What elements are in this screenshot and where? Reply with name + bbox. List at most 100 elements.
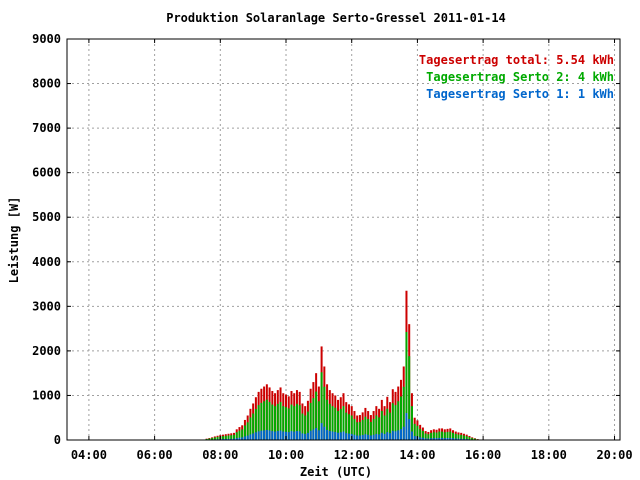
bar-serto2 — [462, 435, 465, 440]
bar-serto2 — [339, 409, 342, 440]
bar-serto2 — [471, 438, 474, 440]
bar-serto2 — [408, 356, 411, 440]
bar-serto2 — [290, 404, 293, 440]
bar-serto2 — [353, 419, 356, 440]
bar-serto2 — [413, 423, 416, 440]
bar-serto1 — [312, 429, 315, 440]
legend-serto2: Tagesertrag Serto 2: 4 kWh — [426, 70, 614, 84]
bar-serto2 — [265, 399, 268, 440]
bar-serto2 — [356, 422, 359, 440]
bar-serto2 — [238, 430, 241, 440]
y-tick-label: 1000 — [32, 388, 61, 402]
bar-serto2 — [241, 429, 244, 440]
y-tick-label: 3000 — [32, 299, 61, 313]
y-tick-label: 7000 — [32, 121, 61, 135]
bar-serto2 — [358, 421, 361, 440]
bar-serto2 — [320, 372, 323, 440]
bar-serto2 — [235, 432, 238, 440]
bar-serto1 — [424, 438, 427, 440]
bar-serto2 — [345, 412, 348, 440]
bar-serto2 — [287, 408, 290, 440]
bar-serto1 — [460, 438, 463, 440]
bar-serto1 — [276, 430, 279, 440]
bar-serto2 — [405, 331, 408, 440]
bar-serto2 — [227, 435, 230, 440]
y-axis-label: Leistung [W] — [7, 197, 21, 284]
bar-serto1 — [378, 434, 381, 440]
bar-serto2 — [304, 415, 307, 440]
bar-serto2 — [391, 403, 394, 440]
bar-serto1 — [227, 438, 230, 440]
bar-serto1 — [334, 431, 337, 440]
grid-layer — [67, 39, 620, 440]
bar-serto1 — [232, 438, 235, 440]
bar-serto1 — [449, 437, 452, 440]
bar-serto2 — [211, 438, 214, 440]
bar-serto2 — [285, 407, 288, 440]
bar-serto1 — [419, 437, 422, 440]
bar-serto2 — [309, 402, 312, 440]
bar-serto1 — [410, 431, 413, 440]
bar-serto1 — [224, 438, 227, 440]
bar-serto2 — [369, 421, 372, 440]
bar-serto1 — [326, 429, 329, 440]
bar-serto1 — [337, 432, 340, 440]
x-tick-label: 16:00 — [465, 448, 501, 462]
bar-serto1 — [375, 433, 378, 440]
bar-serto2 — [232, 434, 235, 440]
bar-serto1 — [372, 434, 375, 440]
x-tick-label: 04:00 — [71, 448, 107, 462]
bar-serto2 — [249, 417, 252, 440]
bar-serto2 — [315, 391, 318, 440]
bar-serto1 — [320, 423, 323, 440]
bar-serto2 — [435, 432, 438, 440]
bar-serto1 — [246, 435, 249, 440]
bar-serto2 — [454, 433, 457, 440]
bar-serto1 — [405, 413, 408, 440]
bar-serto1 — [238, 437, 241, 440]
bar-serto1 — [241, 437, 244, 440]
x-tick-label: 10:00 — [268, 448, 304, 462]
bar-serto1 — [298, 431, 301, 440]
bar-serto1 — [367, 434, 370, 440]
bar-serto1 — [265, 429, 268, 440]
bar-serto2 — [328, 403, 331, 440]
bar-serto2 — [427, 434, 430, 440]
bar-serto1 — [331, 431, 334, 440]
bar-serto2 — [342, 406, 345, 440]
bar-serto2 — [276, 403, 279, 440]
bar-serto2 — [378, 417, 381, 440]
bar-serto2 — [375, 415, 378, 440]
bar-serto1 — [249, 434, 252, 440]
bar-serto1 — [309, 430, 312, 440]
bar-serto2 — [380, 410, 383, 440]
bar-serto2 — [446, 431, 449, 440]
bar-serto1 — [260, 430, 263, 440]
bar-serto2 — [416, 425, 419, 440]
bar-serto1 — [389, 433, 392, 440]
bar-serto1 — [235, 438, 238, 440]
bar-serto2 — [334, 407, 337, 440]
bar-serto2 — [263, 401, 266, 440]
bar-serto2 — [364, 416, 367, 440]
x-tick-label: 06:00 — [137, 448, 173, 462]
bar-serto1 — [317, 430, 320, 440]
bar-serto2 — [243, 425, 246, 440]
bar-serto2 — [383, 415, 386, 440]
y-tick-label: 8000 — [32, 77, 61, 91]
bar-serto1 — [301, 433, 304, 440]
bar-serto2 — [230, 435, 233, 440]
bar-serto1 — [347, 433, 350, 440]
bar-serto2 — [222, 436, 225, 440]
plot-frame — [66, 38, 621, 441]
bar-serto1 — [380, 432, 383, 440]
bar-serto1 — [293, 431, 296, 440]
y-tick-label: 6000 — [32, 166, 61, 180]
bar-serto1 — [408, 419, 411, 440]
bar-serto1 — [358, 435, 361, 440]
bar-serto2 — [372, 419, 375, 440]
legend-total: Tagesertrag total: 5.54 kWh — [419, 53, 614, 67]
